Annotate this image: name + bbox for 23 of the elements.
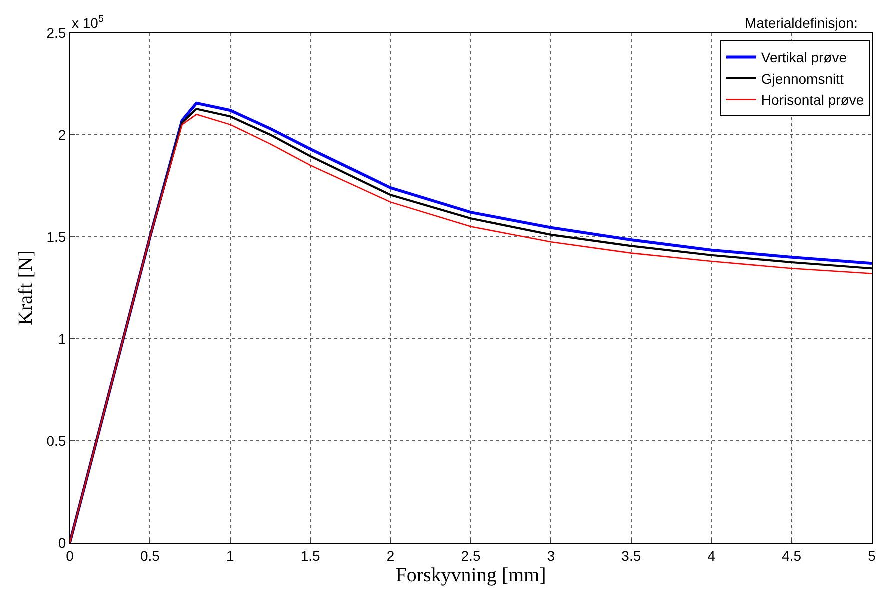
y-tick-label: 2.5 — [46, 24, 66, 41]
x-tick-label: 4.5 — [782, 548, 802, 564]
x-tick-label: 3 — [547, 548, 556, 564]
x-tick-label: 0.5 — [140, 548, 160, 564]
x-tick-label: 2 — [386, 548, 395, 564]
legend-label: Vertikal prøve — [761, 50, 848, 66]
x-tick-label: 1.5 — [300, 548, 321, 564]
y-tick-label: 0 — [58, 534, 66, 551]
x-tick-label: 5 — [868, 548, 876, 564]
legend-label: Horisontal prøve — [761, 92, 864, 108]
y-tick-label: 1 — [58, 330, 66, 347]
y-tick-label: 2 — [58, 126, 66, 143]
text: x 10$^{5}$ — [72, 14, 104, 31]
y-tick-label: 0.5 — [46, 432, 66, 449]
legend-label: Gjennomsnitt — [761, 70, 844, 87]
y-axis-title: Kraft [N] — [15, 250, 38, 326]
x-tick-label: 3.5 — [622, 548, 642, 564]
legend-title: Materialdefinisjon: — [745, 15, 858, 31]
y-tick-label: 1.5 — [46, 228, 66, 245]
x-tick-label: 2.5 — [461, 548, 481, 564]
x-axis-title: Forskyvning [mm] — [396, 564, 546, 586]
x-tick-label: 1 — [226, 548, 234, 564]
x-tick-label: 4 — [708, 548, 716, 564]
